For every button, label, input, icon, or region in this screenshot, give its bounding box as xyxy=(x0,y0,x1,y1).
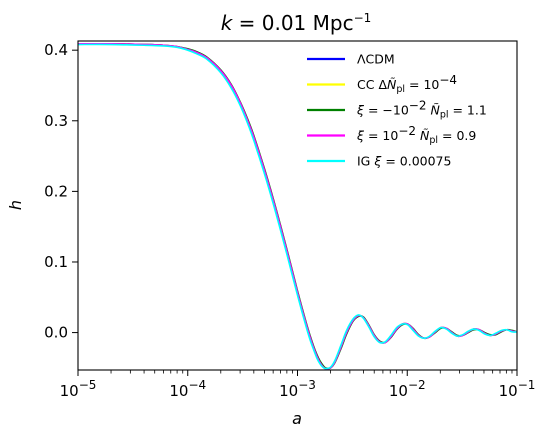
y-tick-label: 0.2 xyxy=(44,182,68,200)
plot-frame xyxy=(77,40,518,371)
title-symbol: k xyxy=(221,11,234,35)
legend-item-3: ξ = −10−2 Ñpl = 1.1 xyxy=(307,99,487,121)
title-unit: Mpc xyxy=(306,11,353,35)
legend-item-5: IG ξ = 0.00075 xyxy=(307,154,451,169)
x-tick-label: 10−4 xyxy=(169,378,206,400)
y-tick-label: 0.4 xyxy=(44,41,68,59)
series-line-5 xyxy=(78,43,517,370)
legend-item-2: CC ΔÑpl = 10−4 xyxy=(307,73,457,95)
chart-title: k = 0.01 Mpc−1 xyxy=(221,11,372,35)
x-tick-label: 10−5 xyxy=(60,378,97,400)
series-line-1 xyxy=(78,42,517,370)
legend-item-1: ΛCDM xyxy=(307,52,395,67)
series-line-4 xyxy=(78,42,517,370)
legend-label: CC ΔÑpl = 10−4 xyxy=(357,73,457,95)
legend-label: ξ = −10−2 Ñpl = 1.1 xyxy=(356,99,487,121)
series-line-2 xyxy=(78,42,517,370)
legend-label: ΛCDM xyxy=(357,52,395,67)
y-axis: 0.0 0.1 0.2 0.3 0.4 xyxy=(44,41,78,342)
x-tick-label: 10−2 xyxy=(389,378,426,400)
x-axis: 10−5 10−4 10−3 10−2 10−1 xyxy=(60,370,536,400)
series-layer xyxy=(78,42,517,370)
x-tick-label: 10−1 xyxy=(499,378,536,400)
legend-item-4: ξ = 10−2 Ñpl = 0.9 xyxy=(307,124,476,146)
legend: ΛCDM CC ΔÑpl = 10−4 ξ = −10−2 Ñpl = 1.1 ξ =… xyxy=(307,52,487,169)
y-tick-label: 0.3 xyxy=(44,112,68,130)
title-unit-exponent: −1 xyxy=(354,11,372,25)
title-value: = 0.01 xyxy=(232,11,306,35)
legend-label: IG ξ = 0.00075 xyxy=(357,154,451,169)
series-line-3 xyxy=(78,42,517,370)
y-axis-label: h xyxy=(6,200,25,210)
x-tick-label: 10−3 xyxy=(279,378,316,400)
x-axis-label: a xyxy=(292,409,302,425)
legend-label: ξ = 10−2 Ñpl = 0.9 xyxy=(356,124,476,146)
y-tick-label: 0.0 xyxy=(44,324,68,342)
y-tick-label: 0.1 xyxy=(44,253,68,271)
